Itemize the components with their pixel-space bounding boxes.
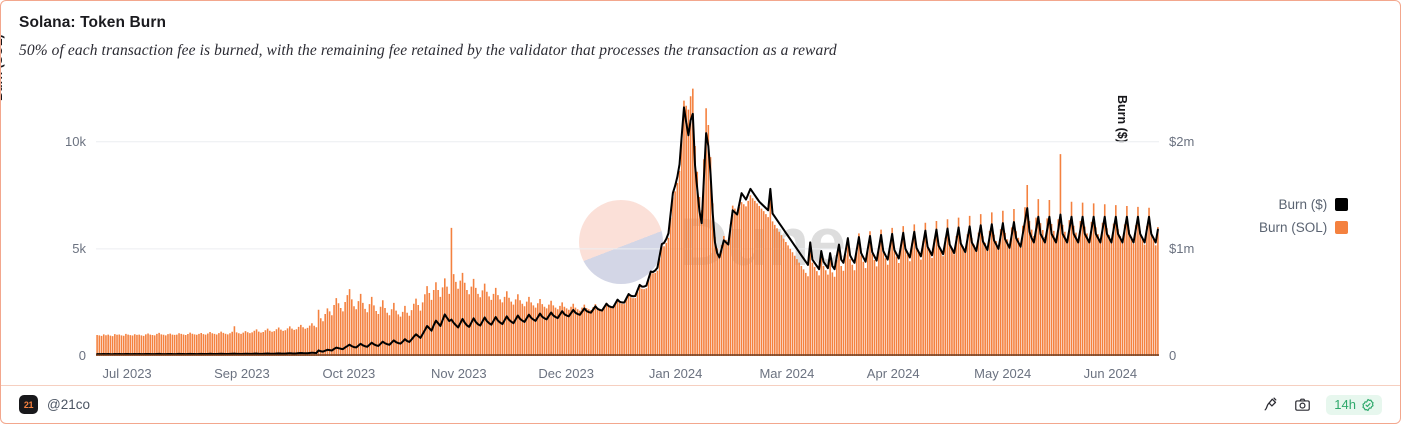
burn-usd-line: [96, 106, 1159, 356]
burn-sol-bars: [96, 88, 1159, 356]
chart-canvas: [96, 88, 1159, 356]
x-tick-label: Jun 2024: [1083, 366, 1138, 381]
footer-author[interactable]: 21 @21co: [19, 395, 90, 414]
camera-icon[interactable]: [1294, 396, 1311, 413]
legend-label: Burn (SOL): [1259, 220, 1328, 235]
chart-legend: Burn ($) Burn (SOL): [1259, 197, 1349, 235]
x-tick-label: Mar 2024: [759, 366, 815, 381]
footer-actions: 14h: [1262, 394, 1382, 415]
x-tick-label: Jan 2024: [648, 366, 703, 381]
chart-subtitle: 50% of each transaction fee is burned, w…: [19, 42, 837, 59]
x-tick-label: Nov 2023: [430, 366, 487, 381]
status-badge[interactable]: 14h: [1326, 394, 1382, 415]
legend-label: Burn ($): [1278, 197, 1328, 212]
gridlines: [96, 141, 1159, 250]
legend-swatch-orange: [1335, 221, 1349, 234]
y-tick-label-right: $1m: [1169, 240, 1195, 256]
x-tick-label: Oct 2023: [322, 366, 376, 381]
y-tick-label-left: 5k: [72, 240, 86, 256]
x-tick-label: Jul 2023: [102, 366, 152, 381]
x-tick-label: Dec 2023: [538, 366, 594, 381]
plot-area[interactable]: [96, 86, 1159, 356]
legend-item-burn-usd[interactable]: Burn ($): [1279, 197, 1349, 212]
y-tick-label-left: 0: [78, 348, 86, 363]
chart-header: Solana: Token Burn 50% of each transacti…: [19, 13, 1382, 62]
x-tick-label: Sep 2023: [214, 366, 270, 381]
author-handle[interactable]: @21co: [47, 397, 90, 412]
y-tick-label-right: $2m: [1169, 133, 1195, 149]
x-tick-label: May 2024: [974, 366, 1032, 381]
y-tick-label-left: 10k: [65, 133, 86, 149]
verified-check-icon: [1362, 398, 1374, 411]
chart-footer: 21 @21co 14h: [1, 385, 1400, 423]
legend-item-burn-sol[interactable]: Burn (SOL): [1259, 220, 1349, 235]
y-axis-left-title: Burn (SOL): [0, 34, 5, 101]
x-tick-label: Apr 2024: [866, 366, 920, 381]
y-tick-label-right: 0: [1169, 348, 1177, 363]
page-title: Solana: Token Burn: [19, 14, 167, 31]
plug-icon[interactable]: [1262, 396, 1279, 413]
avatar: 21: [19, 395, 38, 414]
legend-swatch-black: [1335, 198, 1349, 211]
freshness-label: 14h: [1334, 396, 1356, 412]
